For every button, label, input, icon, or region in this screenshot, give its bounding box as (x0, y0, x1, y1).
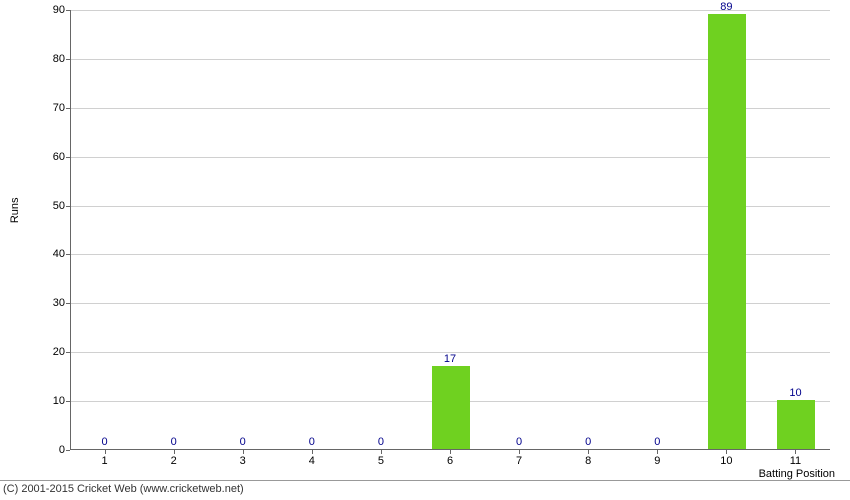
bar-value-label: 17 (430, 353, 470, 365)
x-tick-label: 11 (775, 455, 815, 467)
y-tick-mark (66, 303, 70, 304)
y-tick-label: 60 (35, 151, 65, 163)
y-tick-mark (66, 352, 70, 353)
x-tick-mark (312, 450, 313, 454)
x-tick-label: 6 (430, 455, 470, 467)
x-tick-mark (174, 450, 175, 454)
x-tick-mark (450, 450, 451, 454)
plot-area (70, 10, 830, 450)
x-tick-label: 9 (637, 455, 677, 467)
y-tick-label: 70 (35, 102, 65, 114)
y-axis-label: Runs (9, 197, 21, 223)
x-tick-mark (519, 450, 520, 454)
bar-value-label: 0 (568, 436, 608, 448)
bar-value-label: 0 (85, 436, 125, 448)
footer-text: (C) 2001-2015 Cricket Web (www.cricketwe… (3, 483, 244, 495)
x-tick-mark (795, 450, 796, 454)
y-tick-label: 40 (35, 248, 65, 260)
x-tick-label: 10 (706, 455, 746, 467)
bar (777, 400, 815, 449)
x-tick-label: 7 (499, 455, 539, 467)
y-tick-mark (66, 206, 70, 207)
footer-divider (0, 480, 850, 481)
bar-value-label: 0 (154, 436, 194, 448)
x-tick-label: 2 (154, 455, 194, 467)
x-tick-mark (381, 450, 382, 454)
y-tick-mark (66, 450, 70, 451)
x-tick-label: 8 (568, 455, 608, 467)
bar-value-label: 10 (775, 387, 815, 399)
bar-value-label: 0 (292, 436, 332, 448)
y-tick-label: 0 (35, 444, 65, 456)
x-tick-mark (105, 450, 106, 454)
y-tick-label: 10 (35, 395, 65, 407)
y-tick-mark (66, 401, 70, 402)
bar-value-label: 0 (499, 436, 539, 448)
bar-value-label: 0 (637, 436, 677, 448)
x-tick-label: 4 (292, 455, 332, 467)
x-tick-mark (726, 450, 727, 454)
bar (432, 366, 470, 449)
bar (708, 14, 746, 449)
x-tick-mark (588, 450, 589, 454)
x-tick-mark (243, 450, 244, 454)
x-axis-label: Batting Position (759, 468, 835, 480)
y-tick-label: 90 (35, 4, 65, 16)
x-tick-mark (657, 450, 658, 454)
y-tick-mark (66, 10, 70, 11)
y-tick-label: 30 (35, 297, 65, 309)
chart-container: Runs Batting Position 010203040506070809… (0, 0, 850, 480)
x-tick-label: 1 (85, 455, 125, 467)
bar-value-label: 0 (361, 436, 401, 448)
y-tick-mark (66, 108, 70, 109)
x-tick-label: 3 (223, 455, 263, 467)
y-tick-mark (66, 254, 70, 255)
y-tick-mark (66, 59, 70, 60)
y-tick-label: 80 (35, 53, 65, 65)
y-tick-label: 50 (35, 200, 65, 212)
bar-value-label: 0 (223, 436, 263, 448)
x-tick-label: 5 (361, 455, 401, 467)
y-tick-mark (66, 157, 70, 158)
bar-value-label: 89 (706, 1, 746, 13)
y-tick-label: 20 (35, 346, 65, 358)
